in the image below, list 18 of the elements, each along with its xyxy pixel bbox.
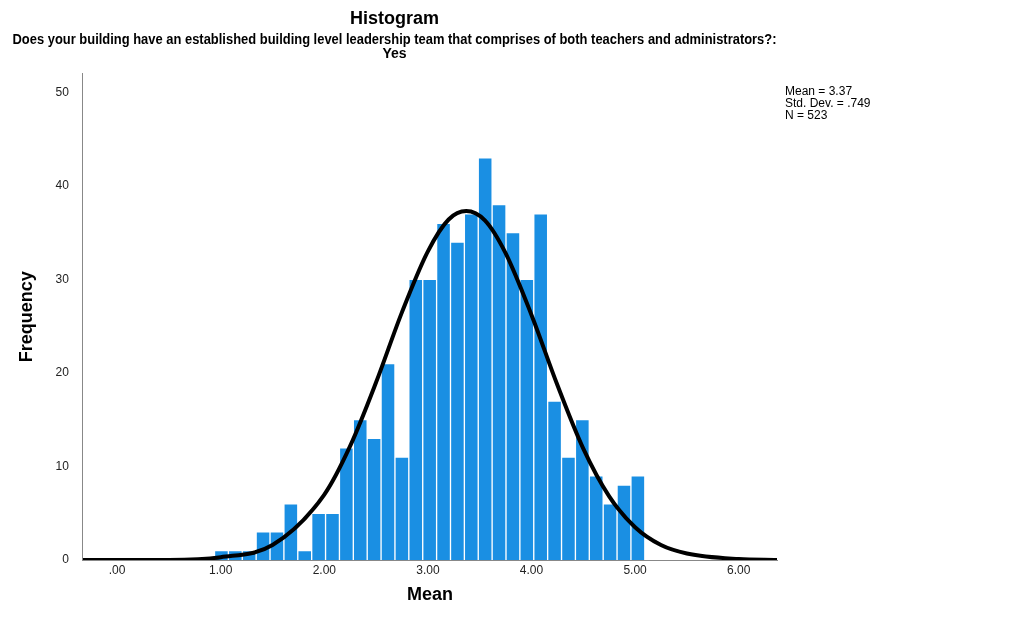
x-tick-label: 5.00 — [623, 562, 648, 577]
y-tick-label: 0 — [62, 552, 70, 567]
y-tick-label: 20 — [55, 365, 70, 380]
x-tick-label: .00 — [108, 562, 126, 577]
x-axis-title: Mean — [406, 584, 453, 605]
y-tick-label: 10 — [55, 458, 70, 473]
y-tick-label: 50 — [55, 84, 70, 99]
y-axis-title: Frequency — [15, 271, 36, 363]
chart-subtitle: Does your building have an established building level leadership team that comprises of both teachers and administrators?: Yes — [12, 32, 777, 62]
chart-title: Histogram — [349, 7, 440, 28]
x-tick-label: 6.00 — [726, 562, 751, 577]
x-tick-label: 3.00 — [416, 562, 440, 577]
x-tick-label: 1.00 — [209, 562, 233, 577]
y-tick-label: 40 — [55, 178, 70, 193]
x-tick-label: 2.00 — [312, 562, 337, 577]
text: Mean = 3.37 Std. Dev. = .749 N = 523 — [785, 83, 871, 122]
y-tick-label: 30 — [55, 271, 70, 286]
x-tick-label: 4.00 — [519, 562, 544, 577]
